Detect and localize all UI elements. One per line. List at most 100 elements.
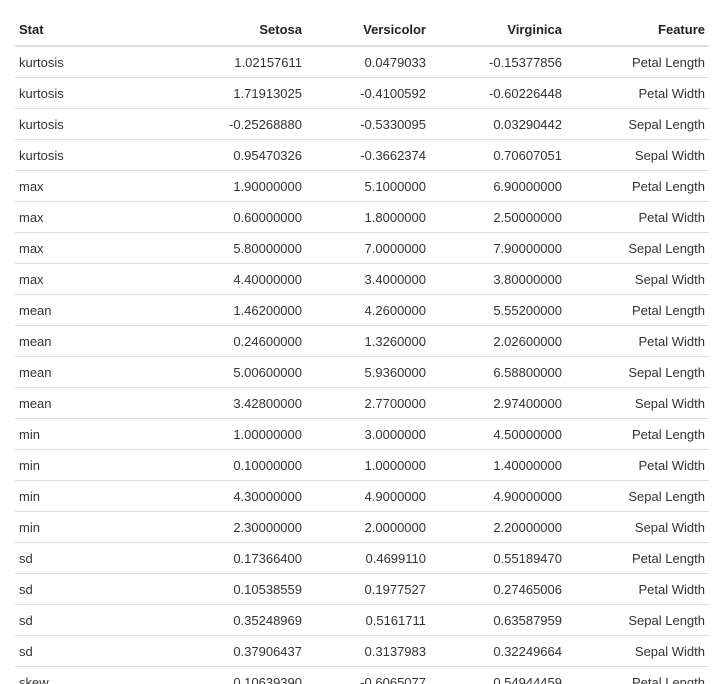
cell-feature: Petal Length xyxy=(566,418,709,450)
header-versicolor: Versicolor xyxy=(306,13,430,47)
cell-setosa: 0.60000000 xyxy=(175,201,306,233)
cell-feature: Petal Length xyxy=(566,294,709,326)
cell-versicolor: 0.0479033 xyxy=(306,46,430,78)
cell-stat: sd xyxy=(15,542,175,574)
cell-feature: Sepal Width xyxy=(566,635,709,667)
cell-feature: Petal Width xyxy=(566,77,709,109)
cell-virginica: 2.97400000 xyxy=(430,387,566,419)
cell-virginica: 2.20000000 xyxy=(430,511,566,543)
cell-versicolor: 0.4699110 xyxy=(306,542,430,574)
cell-setosa: 0.17366400 xyxy=(175,542,306,574)
header-setosa: Setosa xyxy=(175,13,306,47)
table-row: kurtosis 1.71913025 -0.4100592 -0.60226448 P… xyxy=(15,77,709,109)
cell-stat: sd xyxy=(15,635,175,667)
cell-feature: Petal Width xyxy=(566,449,709,481)
cell-virginica: 0.70607051 xyxy=(430,139,566,171)
cell-virginica: 4.90000000 xyxy=(430,480,566,512)
cell-virginica: -0.60226448 xyxy=(430,77,566,109)
cell-versicolor: -0.6065077 xyxy=(306,666,430,684)
cell-feature: Sepal Width xyxy=(566,139,709,171)
cell-virginica: 2.02600000 xyxy=(430,325,566,357)
cell-stat: max xyxy=(15,232,175,264)
cell-virginica: 0.54944459 xyxy=(430,666,566,684)
cell-virginica: 5.55200000 xyxy=(430,294,566,326)
cell-versicolor: -0.4100592 xyxy=(306,77,430,109)
table-header: Stat Setosa Versicolor Virginica Feature xyxy=(15,13,709,47)
cell-virginica: 0.03290442 xyxy=(430,108,566,140)
cell-feature: Sepal Length xyxy=(566,108,709,140)
cell-setosa: 1.71913025 xyxy=(175,77,306,109)
header-virginica: Virginica xyxy=(430,13,566,47)
cell-feature: Petal Width xyxy=(566,201,709,233)
table-row: min 0.10000000 1.0000000 1.40000000 Petal Wi… xyxy=(15,449,709,481)
table-row: max 1.90000000 5.1000000 6.90000000 Petal Le… xyxy=(15,170,709,202)
table-row: kurtosis 0.95470326 -0.3662374 0.70607051 Se… xyxy=(15,139,709,171)
cell-versicolor: 5.9360000 xyxy=(306,356,430,388)
cell-stat: mean xyxy=(15,294,175,326)
cell-setosa: 0.95470326 xyxy=(175,139,306,171)
table-row: max 0.60000000 1.8000000 2.50000000 Petal Wi… xyxy=(15,201,709,233)
cell-virginica: 2.50000000 xyxy=(430,201,566,233)
table-row: max 4.40000000 3.4000000 3.80000000 Sepal Wi… xyxy=(15,263,709,295)
cell-feature: Sepal Length xyxy=(566,232,709,264)
table-row: kurtosis 1.02157611 0.0479033 -0.15377856 Pe… xyxy=(15,46,709,78)
cell-stat: min xyxy=(15,418,175,450)
table-row: kurtosis -0.25268880 -0.5330095 0.03290442 S… xyxy=(15,108,709,140)
cell-versicolor: -0.5330095 xyxy=(306,108,430,140)
cell-versicolor: 0.3137983 xyxy=(306,635,430,667)
cell-stat: max xyxy=(15,201,175,233)
header-stat: Stat xyxy=(15,13,175,47)
cell-feature: Sepal Width xyxy=(566,511,709,543)
cell-stat: skew xyxy=(15,666,175,684)
table-row: max 5.80000000 7.0000000 7.90000000 Sepal Le… xyxy=(15,232,709,264)
table-body: kurtosis 1.02157611 0.0479033 -0.15377856 Pe… xyxy=(15,46,709,684)
cell-virginica: 0.55189470 xyxy=(430,542,566,574)
header-row: Stat Setosa Versicolor Virginica Feature xyxy=(15,13,709,47)
cell-virginica: 3.80000000 xyxy=(430,263,566,295)
cell-versicolor: -0.3662374 xyxy=(306,139,430,171)
cell-versicolor: 7.0000000 xyxy=(306,232,430,264)
cell-stat: min xyxy=(15,449,175,481)
table-row: sd 0.10538559 0.1977527 0.27465006 Petal Wid… xyxy=(15,573,709,605)
cell-virginica: 4.50000000 xyxy=(430,418,566,450)
cell-setosa: 1.46200000 xyxy=(175,294,306,326)
cell-setosa: 0.10000000 xyxy=(175,449,306,481)
cell-setosa: 3.42800000 xyxy=(175,387,306,419)
cell-setosa: 4.30000000 xyxy=(175,480,306,512)
cell-stat: min xyxy=(15,480,175,512)
cell-stat: kurtosis xyxy=(15,108,175,140)
table-row: min 4.30000000 4.9000000 4.90000000 Sepal Le… xyxy=(15,480,709,512)
cell-feature: Petal Length xyxy=(566,170,709,202)
cell-setosa: 0.10538559 xyxy=(175,573,306,605)
cell-setosa: 5.80000000 xyxy=(175,232,306,264)
cell-versicolor: 2.0000000 xyxy=(306,511,430,543)
cell-versicolor: 0.1977527 xyxy=(306,573,430,605)
cell-setosa: 4.40000000 xyxy=(175,263,306,295)
table-row: sd 0.37906437 0.3137983 0.32249664 Sepal Wid… xyxy=(15,635,709,667)
cell-stat: sd xyxy=(15,604,175,636)
cell-feature: Sepal Length xyxy=(566,604,709,636)
cell-virginica: 7.90000000 xyxy=(430,232,566,264)
cell-setosa: 0.10639390 xyxy=(175,666,306,684)
cell-virginica: 6.58800000 xyxy=(430,356,566,388)
cell-virginica: 0.63587959 xyxy=(430,604,566,636)
cell-stat: mean xyxy=(15,325,175,357)
cell-virginica: 0.32249664 xyxy=(430,635,566,667)
stats-table: Stat Setosa Versicolor Virginica Feature… xyxy=(15,13,709,684)
cell-virginica: -0.15377856 xyxy=(430,46,566,78)
cell-versicolor: 2.7700000 xyxy=(306,387,430,419)
cell-feature: Sepal Length xyxy=(566,480,709,512)
table-row: min 2.30000000 2.0000000 2.20000000 Sepal Wi… xyxy=(15,511,709,543)
cell-versicolor: 3.0000000 xyxy=(306,418,430,450)
cell-setosa: 0.35248969 xyxy=(175,604,306,636)
cell-virginica: 6.90000000 xyxy=(430,170,566,202)
cell-virginica: 0.27465006 xyxy=(430,573,566,605)
cell-stat: kurtosis xyxy=(15,46,175,78)
stats-table-container: Stat Setosa Versicolor Virginica Feature… xyxy=(15,13,709,684)
cell-feature: Sepal Width xyxy=(566,387,709,419)
cell-versicolor: 5.1000000 xyxy=(306,170,430,202)
cell-feature: Petal Width xyxy=(566,573,709,605)
cell-stat: kurtosis xyxy=(15,139,175,171)
cell-versicolor: 3.4000000 xyxy=(306,263,430,295)
cell-stat: max xyxy=(15,263,175,295)
